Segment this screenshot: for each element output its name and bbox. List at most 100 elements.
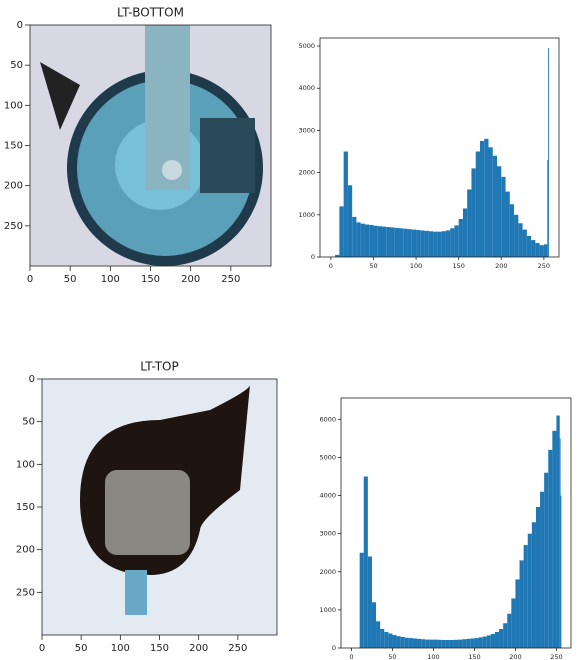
histogram-bar xyxy=(540,491,545,648)
histogram-bar xyxy=(544,472,549,648)
y-tick-label: 250 xyxy=(4,221,23,232)
x-tick-label: 50 xyxy=(64,274,77,285)
chart-title: LT-BOTTOM xyxy=(117,6,184,20)
histogram-bar xyxy=(503,623,508,648)
y-tick-label: 2000 xyxy=(298,169,315,177)
y-tick-label: 0 xyxy=(29,374,35,385)
x-tick-label: 0 xyxy=(39,643,45,654)
x-tick-label: 0 xyxy=(329,262,333,270)
axes-frame xyxy=(319,37,560,258)
histogram-bar xyxy=(335,254,340,257)
histogram-bar xyxy=(381,226,387,257)
histogram-bar xyxy=(488,147,493,257)
histogram-bar xyxy=(535,506,541,648)
histogram-bar xyxy=(441,639,446,648)
y-tick-label: 3000 xyxy=(319,530,336,538)
histogram-bar xyxy=(458,219,463,257)
y-tick-label: 250 xyxy=(16,587,35,598)
histogram-bar xyxy=(445,639,450,648)
histogram-bar xyxy=(386,227,391,257)
histogram-bar xyxy=(478,637,483,648)
histogram-bar xyxy=(411,229,417,257)
histogram-bar xyxy=(433,639,438,648)
histogram-bar xyxy=(552,430,557,648)
histogram-bar xyxy=(490,633,495,648)
histogram-bar xyxy=(479,140,485,257)
y-tick-label: 200 xyxy=(16,545,35,556)
axes-frame xyxy=(340,397,572,649)
histogram-bar xyxy=(519,560,524,648)
histogram-bar xyxy=(433,231,438,257)
histogram-bar xyxy=(462,639,467,648)
histogram-bar xyxy=(515,579,520,648)
y-tick-label: 0 xyxy=(332,644,336,652)
histogram-bar xyxy=(475,151,480,257)
x-tick-label: 100 xyxy=(111,643,130,654)
photo-bottom xyxy=(30,25,271,266)
histogram-bar xyxy=(518,223,523,257)
x-tick-label: 100 xyxy=(101,274,120,285)
histogram-bar xyxy=(484,138,489,257)
histogram-bar xyxy=(453,639,459,648)
histogram-bar xyxy=(371,602,377,648)
histogram-bar xyxy=(408,638,413,648)
histogram-bar xyxy=(377,226,382,257)
histogram-bar xyxy=(462,208,468,257)
histogram-bar xyxy=(466,638,471,648)
x-tick-label: 150 xyxy=(141,274,160,285)
photo-bracket xyxy=(125,570,147,615)
y-tick-label: 150 xyxy=(4,141,23,152)
x-tick-label: 250 xyxy=(538,262,550,270)
histogram-bar xyxy=(450,228,455,257)
x-tick-label: 150 xyxy=(150,643,169,654)
y-tick-label: 4000 xyxy=(298,84,315,92)
histogram-bar xyxy=(404,637,409,648)
histogram-bar xyxy=(339,206,344,257)
histogram-bar xyxy=(392,635,397,648)
histogram-bar xyxy=(531,240,536,257)
x-tick-label: 100 xyxy=(427,653,439,660)
histogram-bar xyxy=(428,231,434,257)
x-tick-label: 200 xyxy=(181,274,200,285)
histogram-bar xyxy=(417,638,422,648)
y-tick-label: 0 xyxy=(311,253,315,261)
histogram-bar xyxy=(403,228,408,257)
histogram-bar xyxy=(449,639,454,648)
histogram-bar xyxy=(399,228,404,257)
histogram-bar xyxy=(369,224,374,257)
histogram-bar xyxy=(429,639,434,648)
x-tick-label: 50 xyxy=(75,643,88,654)
histogram-bar xyxy=(384,631,389,648)
y-tick-label: 0 xyxy=(17,20,23,31)
histogram-bar xyxy=(437,639,442,648)
photo-horn-plate xyxy=(105,470,190,555)
histogram-bar xyxy=(507,613,512,648)
histogram-bar xyxy=(376,621,381,648)
histogram-bar xyxy=(356,222,361,257)
histogram-bar xyxy=(548,48,549,257)
x-tick-label: 100 xyxy=(410,262,422,270)
histogram-bar xyxy=(474,638,479,648)
histogram-bar xyxy=(535,243,540,257)
histogram-bar xyxy=(509,204,515,257)
histogram-bar xyxy=(494,631,500,648)
histogram-bar xyxy=(548,449,553,648)
histogram-bar xyxy=(360,223,365,257)
y-tick-label: 6000 xyxy=(319,415,336,423)
histogram-bar xyxy=(467,189,472,257)
histogram-bar xyxy=(499,628,504,648)
histogram-bar xyxy=(505,191,510,257)
x-tick-label: 200 xyxy=(189,643,208,654)
histogram-bar xyxy=(364,224,370,257)
histogram-bar xyxy=(416,229,421,257)
histogram-bar xyxy=(522,229,527,257)
histogram-bar xyxy=(373,225,378,257)
histogram-bar xyxy=(445,230,451,257)
photo-bracket xyxy=(40,62,80,130)
histogram-bar xyxy=(343,151,348,257)
y-tick-label: 1000 xyxy=(319,606,336,614)
x-tick-label: 150 xyxy=(468,653,480,660)
photo-terminal xyxy=(200,118,255,193)
y-tick-label: 3000 xyxy=(298,126,315,134)
